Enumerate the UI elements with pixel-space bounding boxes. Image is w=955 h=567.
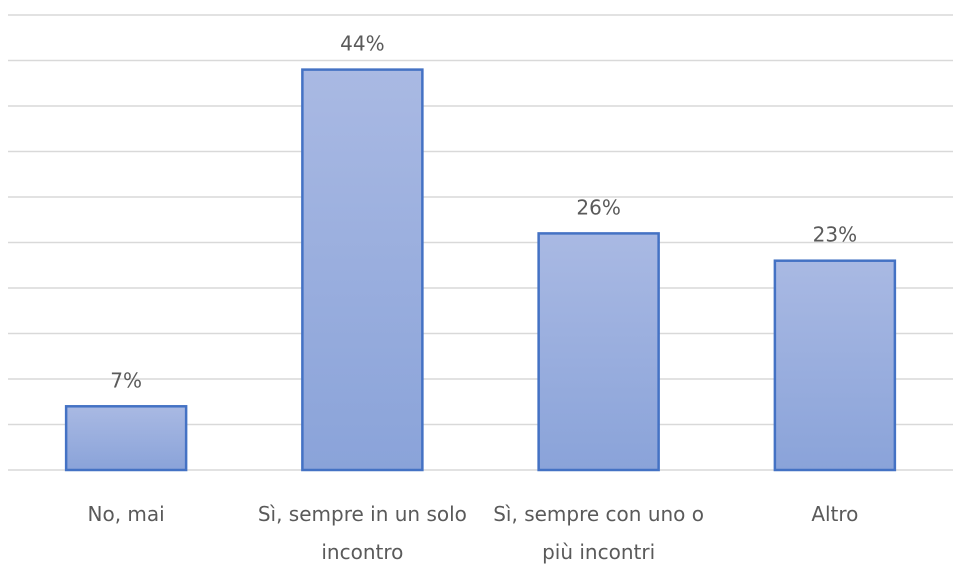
data-label: 23%	[813, 223, 857, 247]
bars	[64, 68, 897, 472]
data-labels: 7% 44% 26% 23%	[110, 32, 857, 393]
category-label: Sì, sempre con uno o più incontri	[493, 502, 704, 564]
category-label: Sì, sempre in un solo incontro	[258, 502, 467, 564]
data-label: 7%	[110, 368, 142, 392]
bar-2	[537, 232, 660, 472]
bar-1	[301, 68, 424, 472]
bar-0	[64, 405, 188, 472]
bar-3	[773, 259, 897, 472]
category-label: Altro	[811, 502, 858, 526]
data-label: 44%	[340, 32, 384, 56]
data-label: 26%	[576, 195, 620, 219]
category-label: No, mai	[88, 502, 165, 526]
category-labels: No, mai Sì, sempre in un solo incontro Sì, …	[88, 502, 859, 564]
